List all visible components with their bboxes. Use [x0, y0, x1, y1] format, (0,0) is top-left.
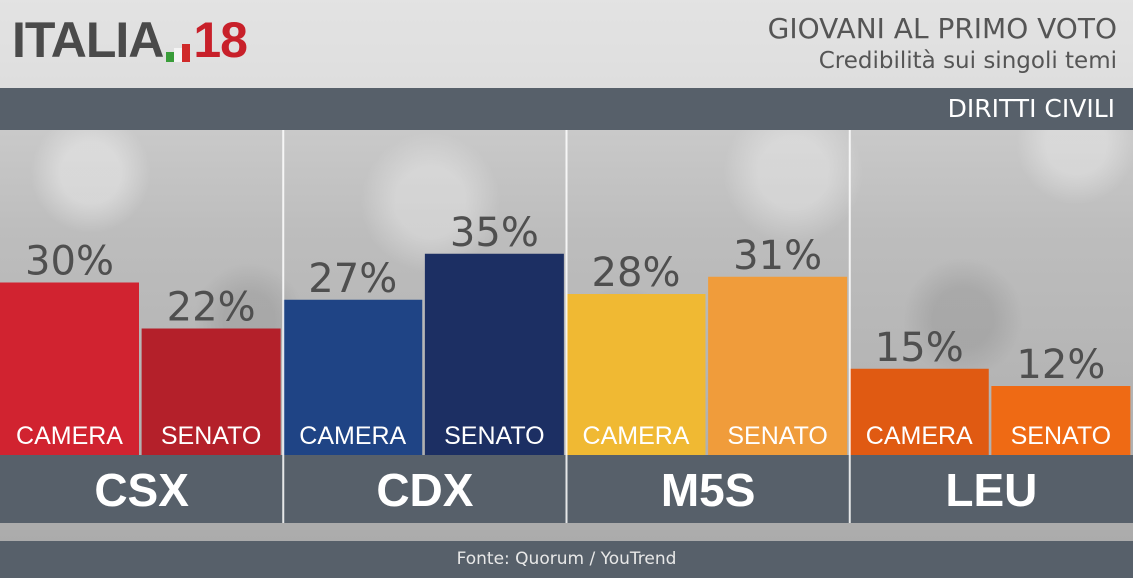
series-label-csx-senato: SENATO	[161, 422, 262, 450]
value-label-m5s-camera: 28%	[592, 250, 681, 296]
series-label-m5s-camera: CAMERA	[583, 422, 690, 450]
bar-cdx-senato	[424, 253, 564, 455]
footer: Fonte: Quorum / YouTrend	[0, 541, 1133, 578]
series-label-cdx-camera: CAMERA	[299, 422, 406, 450]
page-subtitle: Credibilità sui singoli temi	[818, 48, 1117, 74]
page-title: GIOVANI AL PRIMO VOTO	[767, 12, 1117, 45]
bar-leu-senato	[991, 386, 1131, 455]
series-label-cdx-senato: SENATO	[444, 422, 545, 450]
logo-number: 18	[193, 12, 248, 68]
value-label-csx-camera: 30%	[25, 239, 114, 285]
header-title-block: GIOVANI AL PRIMO VOTO Credibilità sui si…	[768, 12, 1117, 76]
value-label-m5s-senato: 31%	[733, 233, 822, 279]
value-label-leu-senato: 12%	[1016, 342, 1105, 388]
category-label-cdx: CDX	[376, 464, 473, 516]
category-label-leu: LEU	[945, 464, 1037, 516]
value-label-leu-camera: 15%	[875, 325, 964, 371]
bar-csx-senato	[141, 328, 281, 455]
value-label-csx-senato: 22%	[167, 285, 256, 331]
category-label-csx: CSX	[94, 464, 189, 516]
series-label-leu-senato: SENATO	[1011, 422, 1112, 450]
bar-m5s-camera	[566, 294, 706, 455]
series-label-m5s-senato: SENATO	[727, 422, 828, 450]
topic-bar: DIRITTI CIVILI	[0, 88, 1133, 130]
bar-csx-camera	[0, 282, 139, 455]
italia18-logo: ITALIA 18	[12, 10, 248, 70]
logo-word: ITALIA	[12, 12, 164, 68]
series-label-csx-camera: CAMERA	[16, 422, 123, 450]
value-label-cdx-camera: 27%	[308, 256, 397, 302]
header: ITALIA 18 GIOVANI AL PRIMO VOTO Credibil…	[0, 0, 1133, 88]
topic-label: DIRITTI CIVILI	[947, 94, 1115, 123]
bar-cdx-camera	[283, 299, 423, 455]
source-label: Fonte: Quorum / YouTrend	[456, 549, 677, 569]
series-label-leu-camera: CAMERA	[866, 422, 973, 450]
category-label-m5s: M5S	[661, 464, 756, 516]
italian-flag-icon	[166, 44, 191, 62]
bar-leu-camera	[849, 368, 989, 455]
bar-m5s-senato	[708, 276, 848, 455]
value-label-cdx-senato: 35%	[450, 210, 539, 256]
